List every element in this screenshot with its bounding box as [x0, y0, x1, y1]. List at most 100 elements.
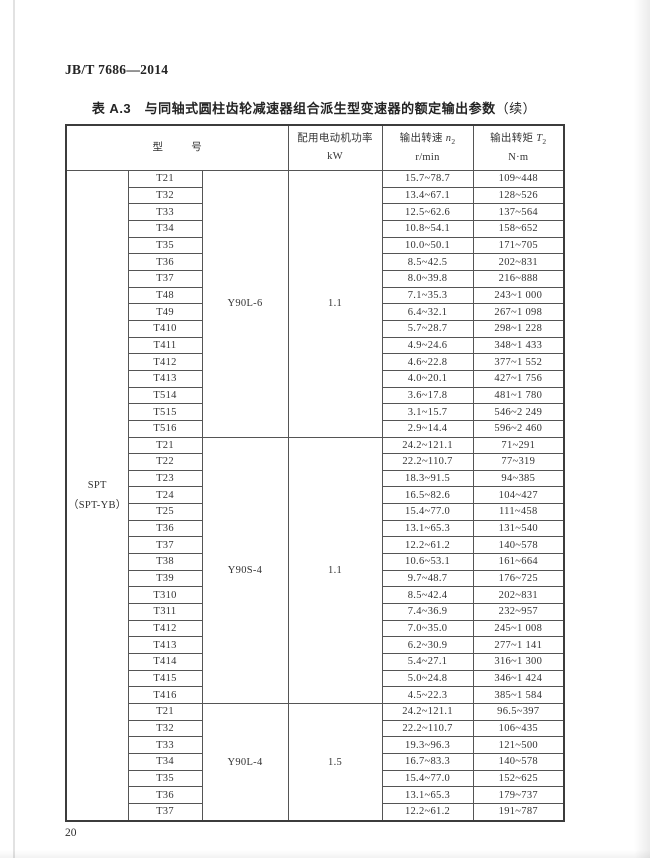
col-header-speed: 输出转速 n2 r/min [381, 124, 474, 171]
table-title-suffix: （续） [495, 101, 537, 116]
model-cell: T514 [127, 386, 203, 405]
model-cell: T36 [127, 519, 203, 538]
model-cell: T415 [127, 669, 203, 688]
torque-cell: 481~1 780 [472, 386, 565, 405]
speed-cell: 6.2~30.9 [381, 636, 474, 655]
table-row: T49 6.4~32.1 267~1 098 [66, 303, 565, 321]
model-cell: T410 [127, 319, 203, 338]
speed-cell: 4.0~20.1 [381, 369, 474, 388]
speed-cell: 8.5~42.4 [381, 586, 474, 605]
model-cell: T21 [127, 703, 203, 721]
table-row: T48 7.1~35.3 243~1 000 [66, 286, 565, 305]
torque-cell: 152~625 [472, 769, 565, 788]
speed-cell: 6.4~32.1 [381, 303, 474, 321]
torque-cell: 179~737 [472, 786, 565, 804]
scan-edge-bottom [0, 850, 650, 858]
model-cell: T25 [127, 503, 203, 521]
table-row: T37 12.2~61.2 191~787 [66, 802, 565, 822]
motor-cell: Y90L-4 [201, 703, 289, 822]
speed-cell: 7.4~36.9 [381, 603, 474, 621]
speed-cell: 22.2~110.7 [381, 719, 474, 738]
model-cell: T413 [127, 369, 203, 388]
torque-cell: 385~1 584 [472, 686, 565, 704]
table-row: T21 Y90L-4 1.5 24.2~121.1 96.5~397 [66, 703, 565, 822]
table-row: T34 16.7~83.3 140~578 [66, 752, 565, 771]
speed-cell: 12.2~61.2 [381, 802, 474, 822]
table-row: T23 18.3~91.5 94~385 [66, 469, 565, 488]
doc-number: JB/T 7686—2014 [65, 62, 169, 77]
speed-cell: 5.0~24.8 [381, 669, 474, 688]
model-cell: T32 [127, 719, 203, 738]
model-cell: T32 [127, 186, 203, 205]
model-cell: T413 [127, 636, 203, 655]
model-cell: T34 [127, 752, 203, 771]
model-cell: T515 [127, 403, 203, 421]
speed-cell: 3.1~15.7 [381, 403, 474, 421]
speed-cell: 7.1~35.3 [381, 286, 474, 305]
torque-cell: 546~2 249 [472, 403, 565, 421]
table-row: T411 4.9~24.6 348~1 433 [66, 336, 565, 355]
speed-cell: 12.5~62.6 [381, 203, 474, 221]
speed-cell: 22.2~110.7 [381, 453, 474, 471]
torque-cell: 140~578 [472, 536, 565, 555]
torque-cell: 216~888 [472, 269, 565, 288]
speed-cell: 13.4~67.1 [381, 186, 474, 205]
speed-cell: 18.3~91.5 [381, 469, 474, 488]
table-row: T414 5.4~27.1 316~1 300 [66, 653, 565, 671]
model-cell: T48 [127, 286, 203, 305]
model-cell: T38 [127, 553, 203, 571]
torque-cell: 140~578 [472, 752, 565, 771]
model-cell: T35 [127, 769, 203, 788]
model-cell: T21 [127, 436, 203, 455]
group-cell: SPT （SPT-YB） [65, 170, 129, 822]
table-title: 表 A.3 与同轴式圆柱齿轮减速器组合派生型变速器的额定输出参数（续） [65, 98, 563, 117]
model-cell: T33 [127, 736, 203, 754]
model-cell: T412 [127, 353, 203, 371]
model-cell: T39 [127, 569, 203, 588]
table-row: T22 22.2~110.7 77~319 [66, 453, 565, 471]
speed-cell: 15.7~78.7 [381, 170, 474, 188]
model-cell: T310 [127, 586, 203, 605]
table-row: T416 4.5~22.3 385~1 584 [66, 686, 565, 704]
table-row: T35 15.4~77.0 152~625 [66, 769, 565, 788]
model-cell: T411 [127, 336, 203, 355]
speed-cell: 2.9~14.4 [381, 419, 474, 438]
model-cell: T516 [127, 419, 203, 438]
torque-cell: 202~831 [472, 253, 565, 271]
table-row: T36 13.1~65.3 131~540 [66, 519, 565, 538]
scan-edge-right [634, 0, 650, 858]
torque-cell: 128~526 [472, 186, 565, 205]
table-row: T413 6.2~30.9 277~1 141 [66, 636, 565, 655]
model-cell: T36 [127, 786, 203, 804]
torque-cell: 348~1 433 [472, 336, 565, 355]
model-cell: T412 [127, 619, 203, 638]
model-cell: T24 [127, 486, 203, 505]
torque-cell: 171~705 [472, 236, 565, 255]
speed-cell: 5.4~27.1 [381, 653, 474, 671]
torque-cell: 161~664 [472, 553, 565, 571]
speed-cell: 13.1~65.3 [381, 519, 474, 538]
speed-cell: 8.5~42.5 [381, 253, 474, 271]
speed-cell: 8.0~39.8 [381, 269, 474, 288]
torque-cell: 121~500 [472, 736, 565, 754]
speed-cell: 5.7~28.7 [381, 319, 474, 338]
power-cell: 1.1 [287, 436, 383, 704]
speed-cell: 3.6~17.8 [381, 386, 474, 405]
model-cell: T33 [127, 203, 203, 221]
table-row: T21 Y90S-4 1.1 24.2~121.1 71~291 [66, 436, 565, 704]
model-cell: T36 [127, 253, 203, 271]
model-cell: T21 [127, 170, 203, 188]
torque-cell: 137~564 [472, 203, 565, 221]
speed-cell: 10.6~53.1 [381, 553, 474, 571]
table-row: T37 8.0~39.8 216~888 [66, 269, 565, 288]
col-header-power: 配用电动机功率 kW [287, 124, 383, 171]
speed-cell: 9.7~48.7 [381, 569, 474, 588]
table-row: T32 22.2~110.7 106~435 [66, 719, 565, 738]
table-row: T25 15.4~77.0 111~458 [66, 503, 565, 521]
table-title-main: 表 A.3 与同轴式圆柱齿轮减速器组合派生型变速器的额定输出参数 [91, 101, 496, 116]
table-row: T38 10.6~53.1 161~664 [66, 553, 565, 571]
table-header: 型号 配用电动机功率 kW 输出转速 n2 r/min 输出转矩 T2 N·m [65, 124, 565, 171]
table-row: T36 13.1~65.3 179~737 [66, 786, 565, 804]
speed-cell: 4.6~22.8 [381, 353, 474, 371]
table-row: T415 5.0~24.8 346~1 424 [66, 669, 565, 688]
